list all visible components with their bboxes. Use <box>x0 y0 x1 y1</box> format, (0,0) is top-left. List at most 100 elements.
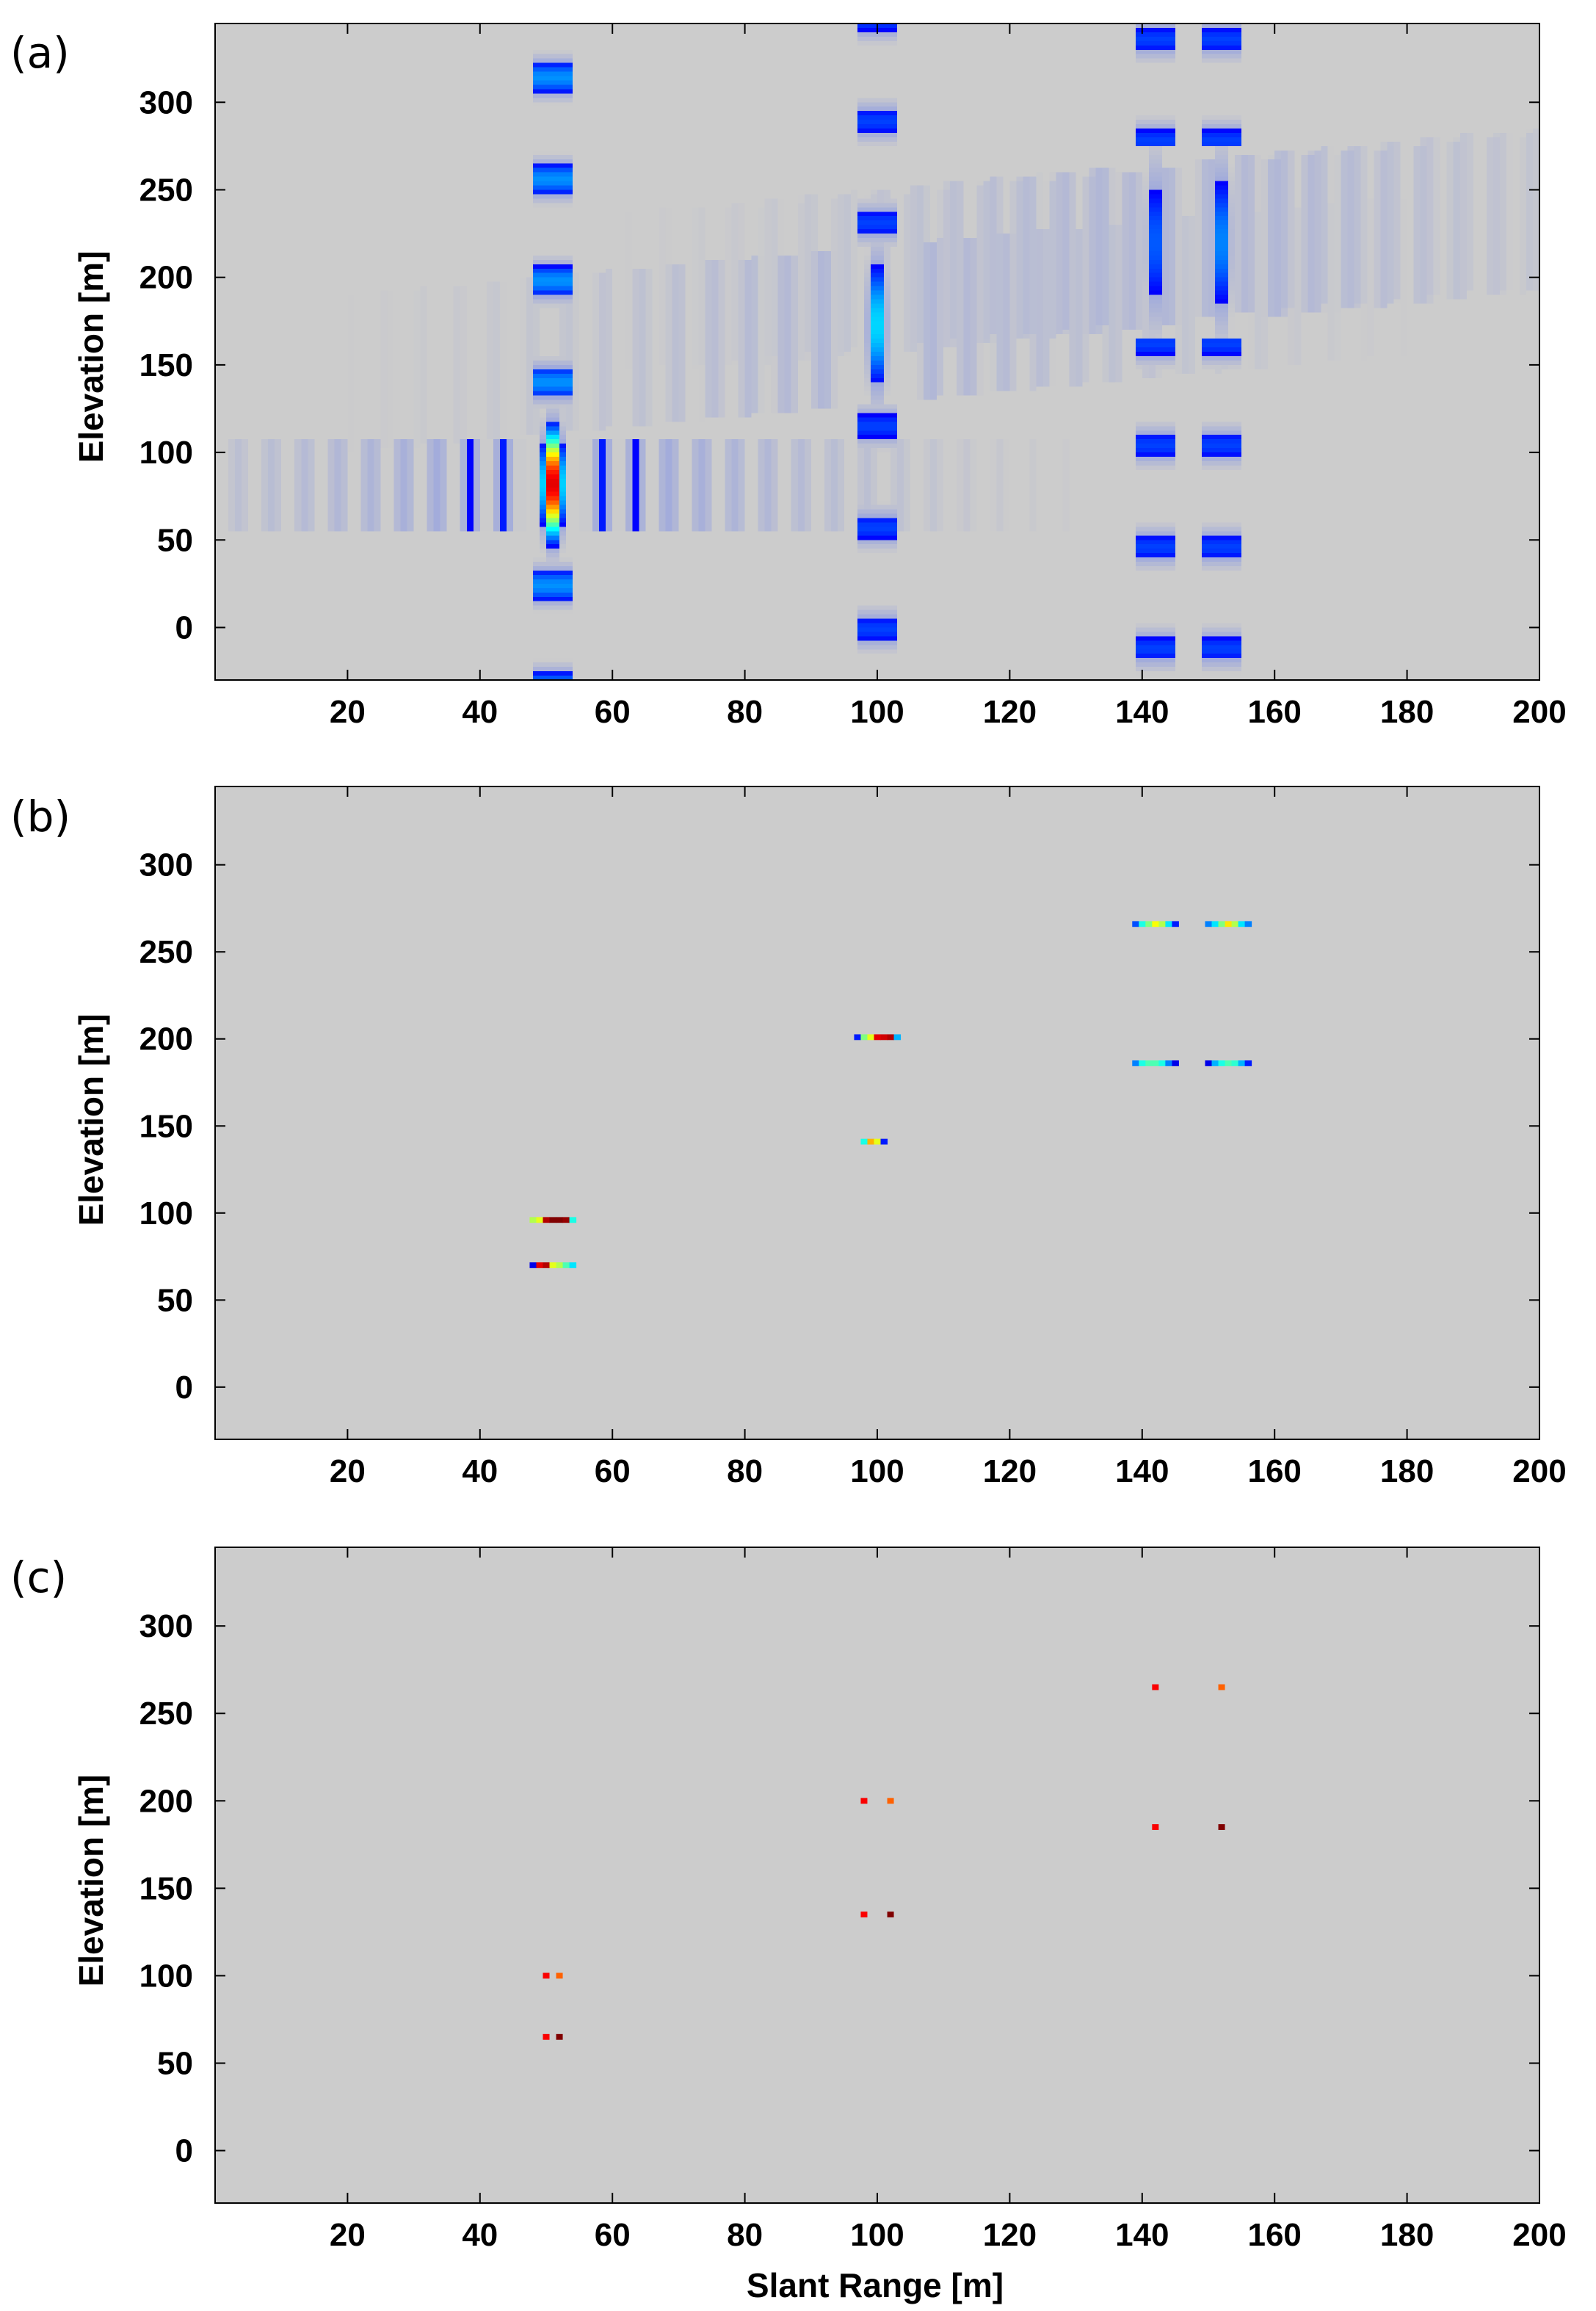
scatterer-point <box>543 1972 550 1979</box>
x-tick-label: 200 <box>1512 1453 1566 1489</box>
y-tick-label: 250 <box>139 934 193 970</box>
x-tick-label: 180 <box>1380 2217 1434 2253</box>
segment-cell <box>860 1138 868 1145</box>
y-tick-label: 300 <box>139 847 193 883</box>
scatterer-point <box>887 1912 894 1918</box>
scatterer-point <box>1218 1824 1225 1830</box>
scatterer-point <box>556 1972 563 1979</box>
panel-c-xlabel: Slant Range [m] <box>747 2266 1004 2304</box>
segment-cell <box>543 1262 551 1268</box>
panel-c-plot: 20 40 60 80 100 120 140 160 180 200 0 50 100 150 200 25… <box>139 1547 1567 2253</box>
segment-cell <box>556 1217 564 1223</box>
scatterer-point <box>1218 1684 1225 1690</box>
heatmap-image <box>215 23 1539 680</box>
x-tick-label: 40 <box>462 2217 498 2253</box>
x-tick-label: 20 <box>330 694 366 730</box>
x-tick-label: 80 <box>727 694 763 730</box>
segment-cell <box>1211 921 1219 927</box>
panel-b-plot: 20 40 60 80 100 120 140 160 180 200 0 50 100 150 200 25… <box>139 786 1567 1489</box>
segment-cell <box>1218 1060 1226 1066</box>
x-tick-label: 60 <box>595 2217 631 2253</box>
y-tick-label: 50 <box>157 2045 193 2081</box>
y-tick-label: 150 <box>139 1870 193 1906</box>
segment-cell <box>562 1217 570 1223</box>
x-tick-label: 100 <box>850 2217 904 2253</box>
segment-cell <box>549 1217 557 1223</box>
y-tick-label: 250 <box>139 172 193 208</box>
segment-cell <box>854 1034 861 1041</box>
segment-cell <box>1132 921 1139 927</box>
panel-label-c: (c) <box>10 1552 67 1602</box>
segment-cell <box>880 1138 888 1145</box>
x-tick-label: 80 <box>727 1453 763 1489</box>
segment-cell <box>1205 921 1213 927</box>
scatterer-point <box>543 2033 550 2040</box>
panel-b: (b) 20 40 60 80 100 120 140 160 180 2000501001502… <box>10 786 1567 1489</box>
segment-cell <box>1145 921 1153 927</box>
segment-cell <box>1238 921 1246 927</box>
x-tick-label: 60 <box>595 1453 631 1489</box>
y-tick-label: 300 <box>139 84 193 120</box>
segment-cell <box>874 1034 882 1041</box>
segment-cell <box>1158 921 1166 927</box>
y-tick-label: 0 <box>175 1370 193 1406</box>
segment-cell <box>874 1138 882 1145</box>
segment-cell <box>1158 1060 1166 1066</box>
y-tick-label: 0 <box>175 610 193 645</box>
x-tick-label: 160 <box>1247 1453 1301 1489</box>
x-tick-label: 200 <box>1512 694 1566 730</box>
panel-a-plot: 20 40 60 80 100 120 140 160 180 200 0 50 100 150 200 25… <box>139 23 1567 730</box>
segment-cell <box>529 1262 537 1268</box>
y-tick-label: 0 <box>175 2133 193 2169</box>
segment-cell <box>1152 921 1159 927</box>
segment-cell <box>887 1034 895 1041</box>
segment-cell <box>1205 1060 1213 1066</box>
x-tick-label: 60 <box>595 694 631 730</box>
x-tick-label: 100 <box>850 694 904 730</box>
y-tick-label: 150 <box>139 1108 193 1144</box>
panel-c: (c) 20 40 60 80 100 120 140 160 180 2000501001502… <box>10 1547 1567 2304</box>
plot-background <box>215 786 1539 1439</box>
segment-cell <box>529 1217 537 1223</box>
panel-label-b: (b) <box>10 792 70 842</box>
scatterer-point <box>556 2033 563 2040</box>
segment-cell <box>1165 921 1172 927</box>
segment <box>1132 1060 1179 1066</box>
segment <box>854 1034 902 1041</box>
segment-cell <box>1172 921 1179 927</box>
segment-cell <box>1231 1060 1239 1066</box>
segment-cell <box>556 1262 564 1268</box>
segment-cell <box>860 1034 868 1041</box>
segment-cell <box>549 1262 557 1268</box>
segment-cell <box>1225 921 1233 927</box>
x-tick-label: 140 <box>1115 694 1169 730</box>
y-tick-label: 300 <box>139 1608 193 1644</box>
segment-cell <box>880 1034 888 1041</box>
panel-b-ylabel: Elevation [m] <box>72 1014 110 1226</box>
segment-cell <box>569 1262 577 1268</box>
x-tick-label: 120 <box>983 694 1037 730</box>
x-tick-label: 120 <box>983 1453 1037 1489</box>
segment-cell <box>1132 1060 1139 1066</box>
x-tick-label: 140 <box>1115 1453 1169 1489</box>
segment-cell <box>1165 1060 1172 1066</box>
segment-cell <box>1231 921 1239 927</box>
segment-cell <box>1211 1060 1219 1066</box>
y-tick-label: 200 <box>139 1021 193 1057</box>
scatterer-point <box>860 1798 868 1804</box>
scatterer-point <box>887 1798 894 1804</box>
segment <box>1205 921 1252 927</box>
segment-cell <box>562 1262 570 1268</box>
segment-cell <box>867 1034 874 1041</box>
y-tick-label: 150 <box>139 347 193 383</box>
x-tick-label: 80 <box>727 2217 763 2253</box>
panel-a: (a) 20 40 60 80 100 120 140 160 180 2000501001502… <box>10 23 1567 730</box>
x-tick-label: 120 <box>983 2217 1037 2253</box>
segment-cell <box>569 1217 577 1223</box>
segment-cell <box>1225 1060 1233 1066</box>
x-tick-label: 180 <box>1380 694 1434 730</box>
x-tick-label: 160 <box>1247 2217 1301 2253</box>
segment-cell <box>536 1217 543 1223</box>
segment-cell <box>1238 1060 1246 1066</box>
segment-cell <box>1152 1060 1159 1066</box>
